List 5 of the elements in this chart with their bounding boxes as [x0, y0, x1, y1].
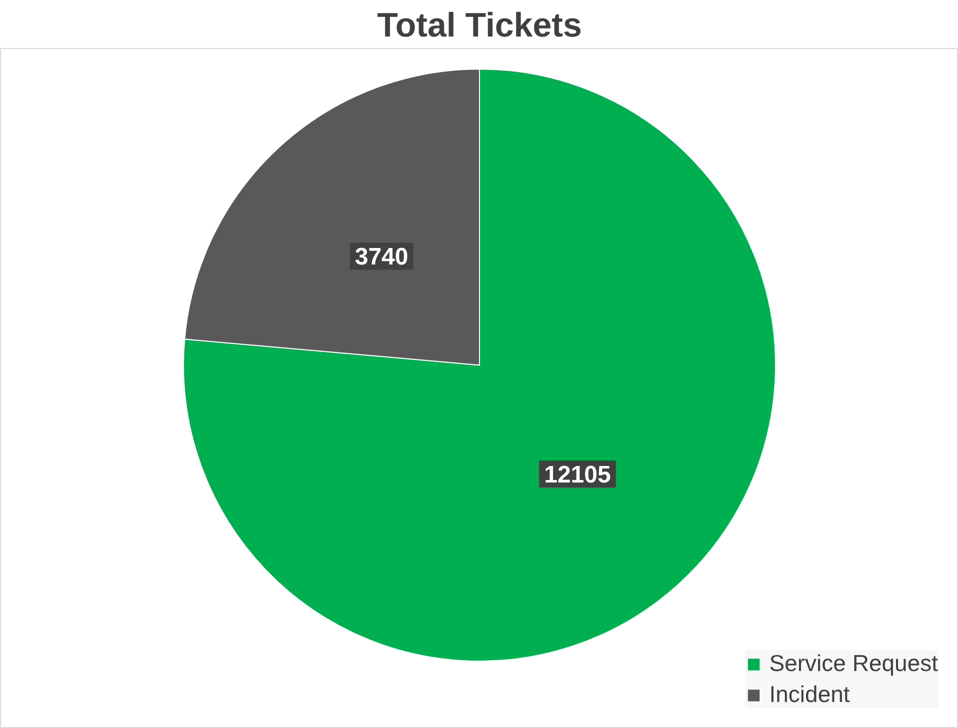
- legend-label: Incident: [769, 681, 850, 708]
- chart-title: Total Tickets: [377, 6, 582, 44]
- legend-label: Service Request: [769, 650, 938, 677]
- data-label: 3740: [354, 244, 408, 271]
- data-label: 12105: [544, 461, 611, 488]
